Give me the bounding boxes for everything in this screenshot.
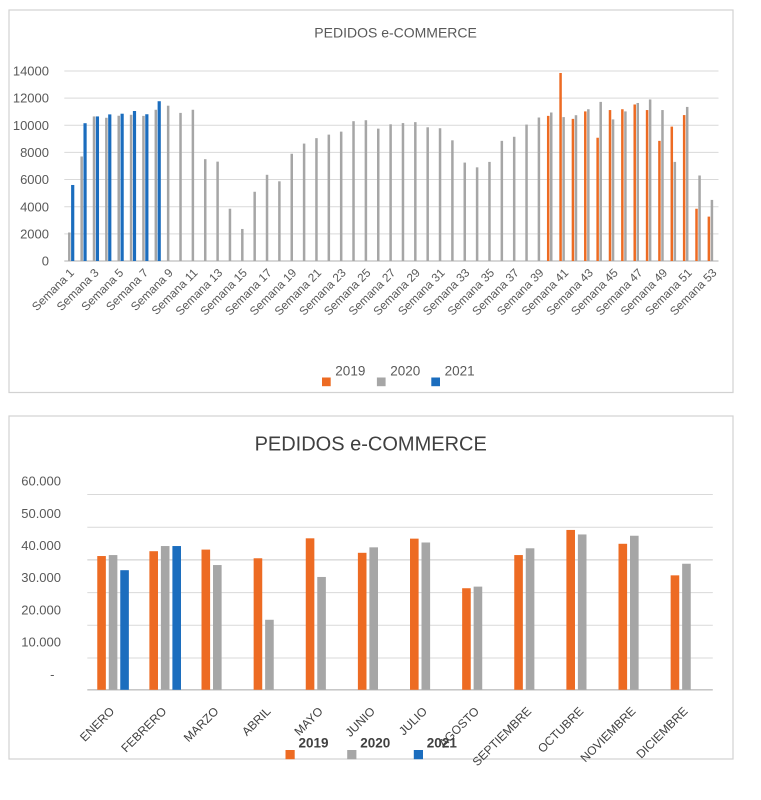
svg-text:20.000: 20.000 xyxy=(21,602,61,617)
svg-text:-: - xyxy=(50,667,54,682)
svg-text:6000: 6000 xyxy=(20,172,49,187)
svg-text:2019: 2019 xyxy=(335,364,365,379)
svg-text:60.000: 60.000 xyxy=(21,474,61,489)
svg-text:PEDIDOS e-COMMERCE: PEDIDOS e-COMMERCE xyxy=(255,434,487,456)
svg-text:2020: 2020 xyxy=(360,736,390,751)
svg-text:2020: 2020 xyxy=(390,364,420,379)
svg-text:PEDIDOS e-COMMERCE: PEDIDOS e-COMMERCE xyxy=(314,25,477,41)
svg-text:0: 0 xyxy=(42,254,49,269)
svg-text:2021: 2021 xyxy=(427,736,458,751)
svg-text:4000: 4000 xyxy=(20,199,49,214)
svg-text:40.000: 40.000 xyxy=(21,538,61,553)
svg-text:50.000: 50.000 xyxy=(21,506,61,521)
svg-text:30.000: 30.000 xyxy=(21,570,61,585)
svg-text:2000: 2000 xyxy=(20,226,49,241)
svg-text:8000: 8000 xyxy=(20,145,49,160)
svg-text:10000: 10000 xyxy=(13,118,49,133)
svg-text:12000: 12000 xyxy=(13,91,49,106)
svg-text:2019: 2019 xyxy=(299,736,329,751)
svg-text:14000: 14000 xyxy=(13,64,49,79)
svg-text:2021: 2021 xyxy=(445,364,475,379)
svg-text:10.000: 10.000 xyxy=(21,635,61,650)
